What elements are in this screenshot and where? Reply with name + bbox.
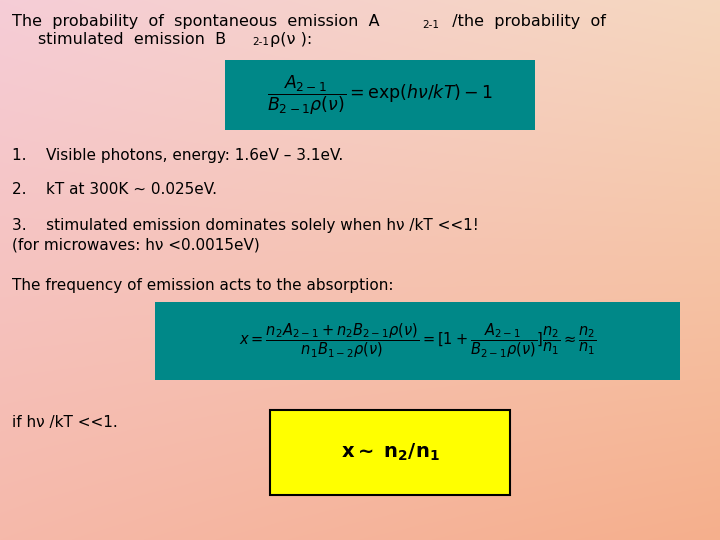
Text: The  probability  of  spontaneous  emission  A: The probability of spontaneous emission … (12, 14, 379, 29)
Text: ρ(ν ):: ρ(ν ): (270, 32, 312, 47)
Text: 2-1: 2-1 (422, 20, 439, 30)
Text: stimulated  emission  B: stimulated emission B (38, 32, 226, 47)
Text: 2-1: 2-1 (252, 37, 269, 47)
Bar (155, 302, 680, 380)
Text: 1.    Visible photons, energy: 1.6eV – 3.1eV.: 1. Visible photons, energy: 1.6eV – 3.1e… (12, 148, 343, 163)
Text: /the  probability  of: /the probability of (442, 14, 606, 29)
Bar (225, 60, 535, 130)
Bar (270, 410, 510, 495)
Text: $\dfrac{A_{2-1}}{B_{2-1}\rho(\nu)} = \exp(h\nu/kT) - 1$: $\dfrac{A_{2-1}}{B_{2-1}\rho(\nu)} = \ex… (267, 73, 493, 117)
Text: 3.    stimulated emission dominates solely when hν /kT <<1!: 3. stimulated emission dominates solely … (12, 218, 479, 233)
Text: $\mathbf{x{\sim}\ n_2/n_1}$: $\mathbf{x{\sim}\ n_2/n_1}$ (341, 442, 439, 463)
Text: 2.    kT at 300K ~ 0.025eV.: 2. kT at 300K ~ 0.025eV. (12, 182, 217, 197)
Text: (for microwaves: hν <0.0015eV): (for microwaves: hν <0.0015eV) (12, 238, 260, 253)
Text: $x = \dfrac{n_2 A_{2-1} + n_2 B_{2-1}\rho(\nu)}{n_1 B_{1-2}\rho(\nu)} = [1 + \df: $x = \dfrac{n_2 A_{2-1} + n_2 B_{2-1}\rh… (238, 322, 596, 360)
Text: if hν /kT <<1.: if hν /kT <<1. (12, 415, 118, 430)
Text: The frequency of emission acts to the absorption:: The frequency of emission acts to the ab… (12, 278, 394, 293)
